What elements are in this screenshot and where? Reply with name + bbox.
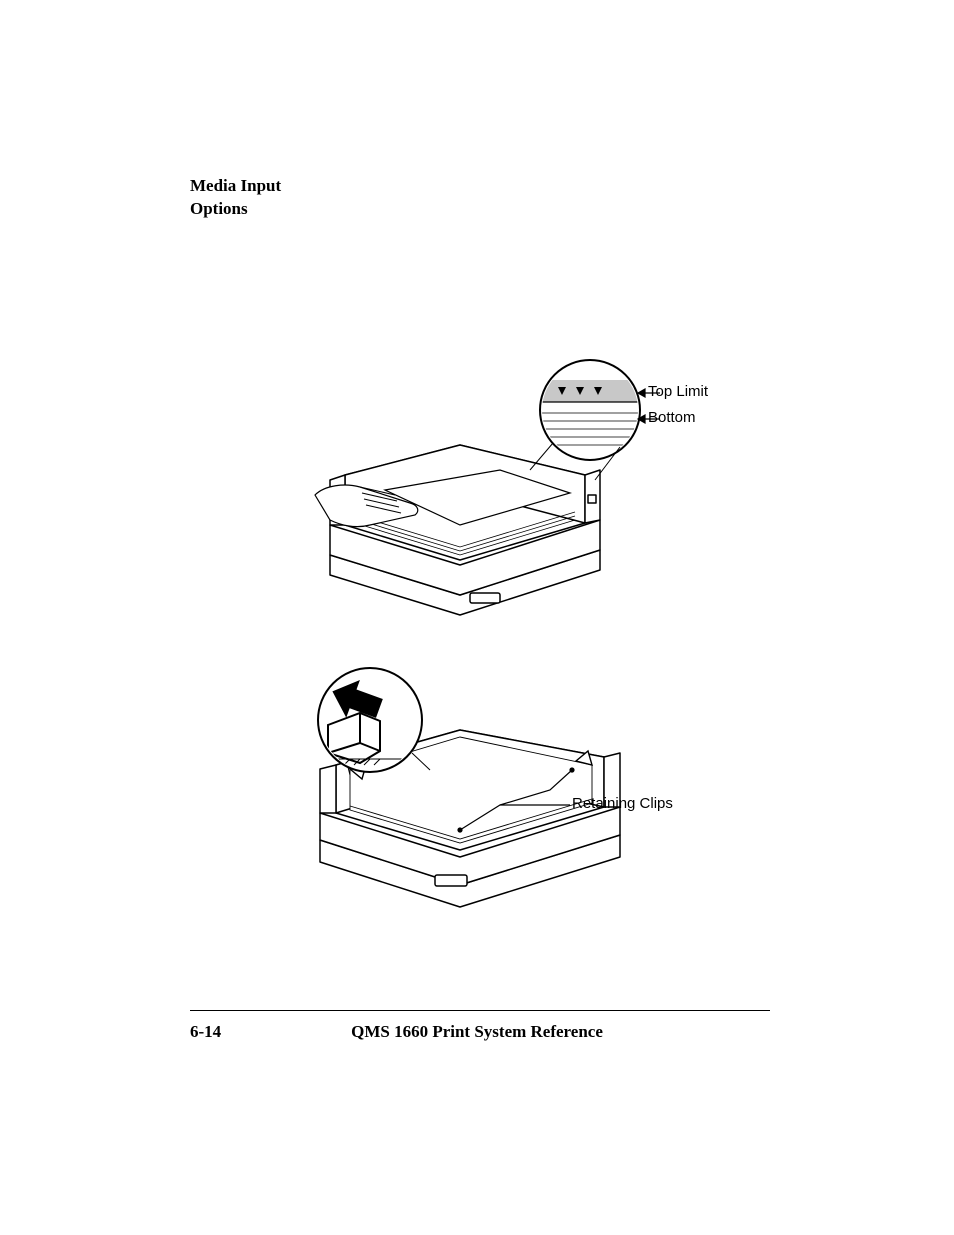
callout-bottom: Bottom <box>648 409 696 426</box>
heading-line-1: Media Input <box>190 175 281 198</box>
section-heading: Media Input Options <box>190 175 281 221</box>
footer-rule <box>190 1010 770 1011</box>
figure-tray-retaining-clips: Retaining Clips <box>300 675 730 925</box>
callout-top-limit: Top Limit <box>648 383 708 400</box>
figure-tray-top-limit: Top Limit Bottom <box>300 375 730 625</box>
document-page: Media Input Options <box>0 0 954 1235</box>
heading-line-2: Options <box>190 198 281 221</box>
callout-retaining-clips: Retaining Clips <box>572 795 673 812</box>
book-title: QMS 1660 Print System Reference <box>0 1022 954 1042</box>
